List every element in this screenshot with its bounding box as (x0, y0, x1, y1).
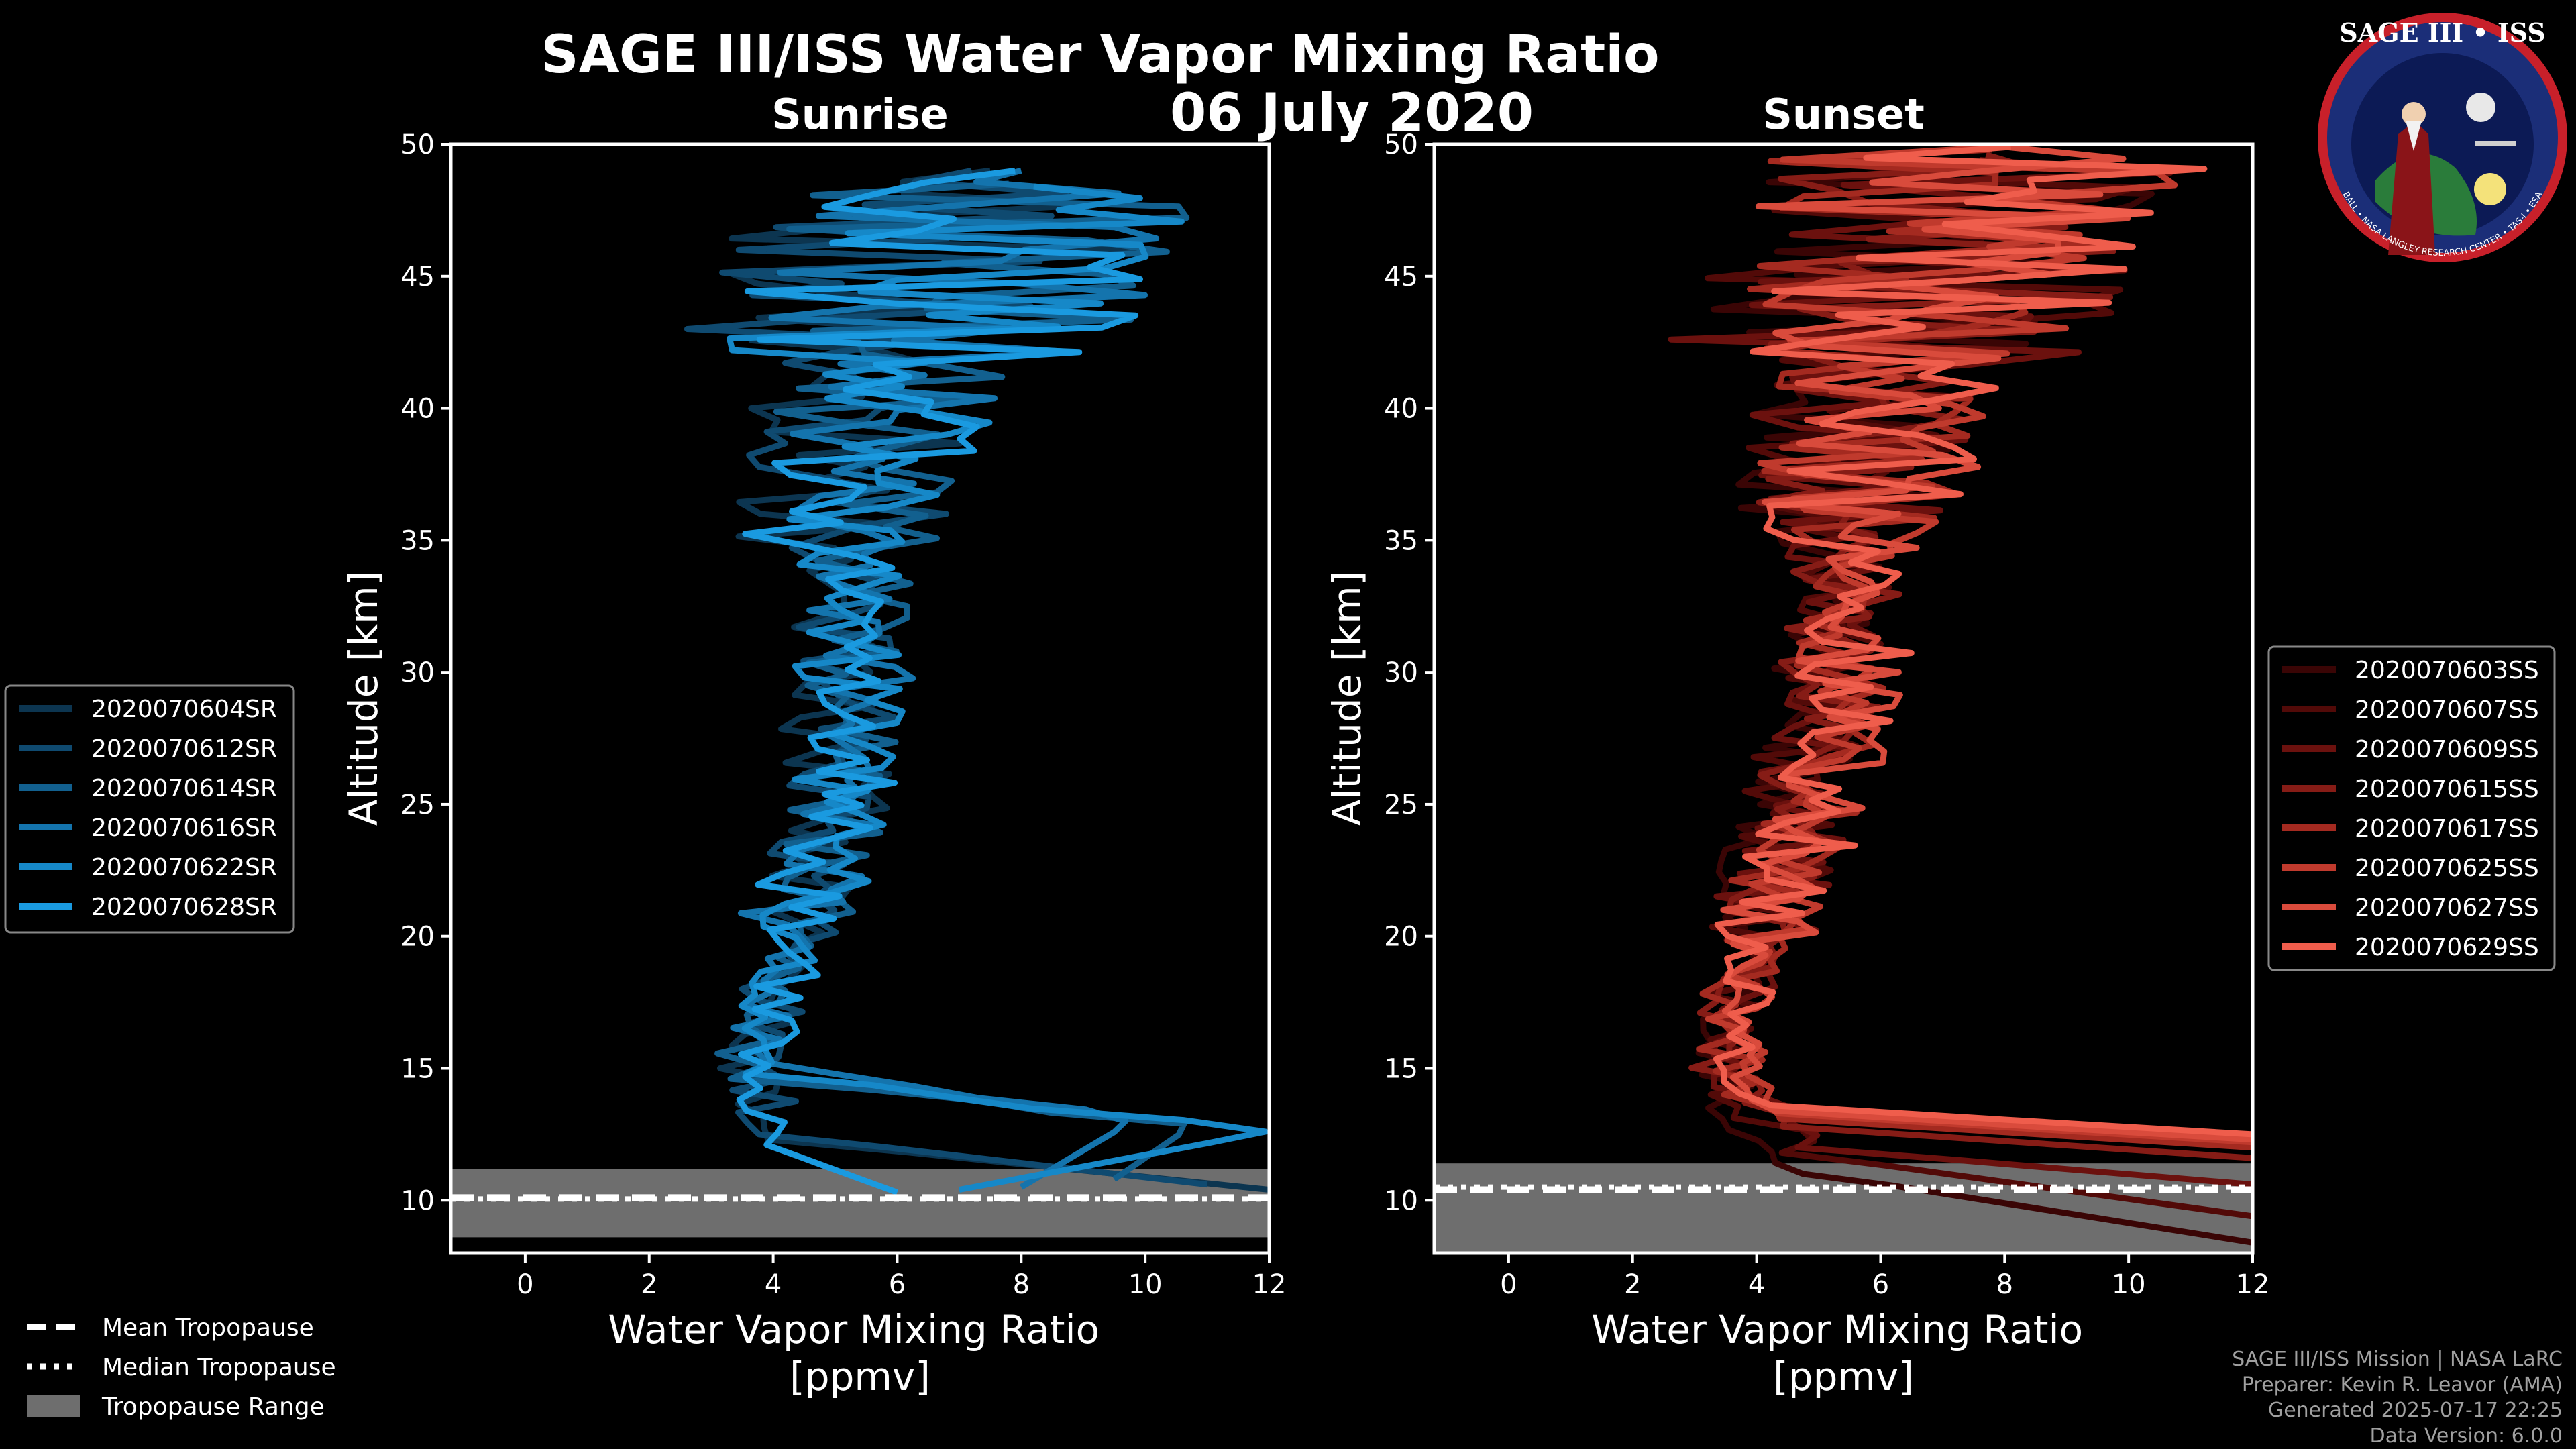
y-tick-label: 40 (1384, 394, 1418, 425)
astronomer-figure-icon (2388, 121, 2435, 255)
sunrise-legend-box (4, 684, 295, 934)
legend-label-2020070603SS: 2020070603SS (2355, 657, 2539, 684)
x-tick-label: 2 (1624, 1269, 1641, 1300)
sunrise-y-axis-label: Altitude [km] (341, 571, 386, 826)
legend-label-2020070614SR: 2020070614SR (91, 775, 277, 802)
y-tick-label: 20 (1384, 922, 1418, 953)
legend-label-2020070628SR: 2020070628SR (91, 894, 277, 921)
sunrise-series-group (684, 167, 1269, 1195)
sunset-plot-area (1434, 144, 2253, 1253)
legend-label-2020070627SS: 2020070627SS (2355, 894, 2539, 922)
x-tick-label: 12 (1252, 1269, 1287, 1300)
footer-credits: SAGE III/ISS Mission | NASA LaRC Prepare… (2232, 1348, 2563, 1448)
y-tick-label: 15 (400, 1054, 435, 1085)
figure-title: SAGE III/ISS Water Vapor Mixing Ratio (541, 25, 1659, 85)
sunset-series-group (1668, 144, 2253, 1246)
sunrise-panel: 0 2 4 6 8 10 12 10 15 20 25 30 35 40 45 50 Water Vapor… (341, 129, 1286, 1399)
sunset-panel: 0 2 4 6 8 10 12 10 15 20 25 30 35 40 45 50 Water Vapor… (1324, 129, 2269, 1399)
x-tick-label: 8 (1996, 1269, 2013, 1300)
sunrise-legend: 2020070604SR 2020070612SR 2020070614SR 2020… (4, 684, 295, 934)
sunrise-x-label-line1: Water Vapor Mixing Ratio (608, 1307, 1099, 1352)
y-tick-label: 40 (400, 394, 435, 425)
y-tick-label: 45 (1384, 262, 1418, 292)
y-tick-label: 10 (1384, 1185, 1418, 1216)
x-tick-label: 12 (2236, 1269, 2270, 1300)
legend-tropopause-range-label: Tropopause Range (101, 1393, 325, 1421)
y-tick-label: 10 (400, 1185, 435, 1216)
sunrise-plot-area (451, 144, 1269, 1253)
y-tick-label: 30 (400, 657, 435, 688)
sunrise-y-ticks: 10 15 20 25 30 35 40 45 50 (400, 129, 451, 1216)
sunrise-plot-frame (449, 142, 1271, 1255)
legend-label-2020070609SS: 2020070609SS (2355, 736, 2539, 763)
logo-title: SAGE III • ISS (2339, 17, 2545, 48)
x-tick-label: 6 (1872, 1269, 1889, 1300)
series-line-2020070629SS (1713, 144, 2253, 1138)
footer-line-4: Data Version: 6.0.0 (2370, 1424, 2563, 1448)
footer-line-1: SAGE III/ISS Mission | NASA LaRC (2232, 1348, 2563, 1371)
x-tick-label: 6 (889, 1269, 906, 1300)
legend-label-2020070607SS: 2020070607SS (2355, 696, 2539, 724)
tropopause-legend: Mean Tropopause Median Tropopause Tropop… (27, 1314, 336, 1421)
sunset-x-axis-label: Water Vapor Mixing Ratio [ppmv] (1591, 1307, 2095, 1399)
legend-label-2020070622SR: 2020070622SR (91, 854, 277, 881)
sage-iii-iss-mission-logo: SAGE III • ISS BALL • NASA LANGLEY RESEA… (2318, 13, 2567, 262)
sunset-plot-frame (1432, 142, 2255, 1255)
legend-label-2020070617SS: 2020070617SS (2355, 815, 2539, 843)
sunrise-x-label-line2: [ppmv] (790, 1354, 930, 1399)
sunset-legend: 2020070603SS 2020070607SS 2020070609SS 2020… (2267, 645, 2556, 971)
footer-line-3: Generated 2025-07-17 22:25 (2268, 1399, 2563, 1422)
sunrise-legend-items: 2020070604SR 2020070612SR 2020070614SR 2020… (19, 696, 277, 921)
legend-label-2020070629SS: 2020070629SS (2355, 934, 2539, 961)
x-tick-label: 0 (517, 1269, 533, 1300)
legend-median-tropopause-label: Median Tropopause (102, 1354, 336, 1381)
legend-tropopause-range-swatch (27, 1395, 80, 1417)
series-line-2020070616SR (730, 168, 1160, 1190)
sun-icon (2474, 173, 2506, 205)
x-tick-label: 10 (2112, 1269, 2146, 1300)
footer-line-2: Preparer: Kevin R. Leavor (AMA) (2242, 1373, 2563, 1397)
y-tick-label: 35 (1384, 525, 1418, 556)
y-tick-label: 25 (400, 790, 435, 820)
sunrise-panel-title: Sunrise (771, 90, 949, 139)
x-tick-label: 8 (1013, 1269, 1030, 1300)
x-tick-label: 10 (1128, 1269, 1163, 1300)
y-tick-label: 50 (1384, 129, 1418, 160)
sunset-x-label-line1: Water Vapor Mixing Ratio (1591, 1307, 2083, 1352)
legend-label-2020070625SS: 2020070625SS (2355, 855, 2539, 882)
legend-mean-tropopause-label: Mean Tropopause (102, 1314, 314, 1342)
sunset-x-ticks: 0 2 4 6 8 10 12 (1500, 1253, 2269, 1300)
sunset-y-axis-label: Altitude [km] (1324, 571, 1370, 826)
sunset-x-label-line2: [ppmv] (1773, 1354, 1914, 1399)
figure-date: 06 July 2020 (1170, 83, 1534, 144)
space-station-icon (2475, 141, 2516, 146)
x-tick-label: 2 (641, 1269, 657, 1300)
moon-icon (2466, 93, 2496, 122)
y-tick-label: 45 (400, 262, 435, 292)
y-tick-label: 15 (1384, 1054, 1418, 1085)
y-tick-label: 20 (400, 922, 435, 953)
legend-label-2020070604SR: 2020070604SR (91, 696, 277, 723)
y-tick-label: 50 (400, 129, 435, 160)
series-line-2020070622SR (727, 183, 1269, 1193)
x-tick-label: 4 (1748, 1269, 1765, 1300)
legend-label-2020070615SS: 2020070615SS (2355, 775, 2539, 803)
legend-label-2020070612SR: 2020070612SR (91, 735, 277, 763)
x-tick-label: 0 (1500, 1269, 1517, 1300)
sunset-legend-box (2267, 645, 2556, 971)
series-line-2020070628SR (736, 167, 1143, 1195)
sunset-y-ticks: 10 15 20 25 30 35 40 45 50 (1384, 129, 1434, 1216)
x-tick-label: 4 (765, 1269, 782, 1300)
sunset-legend-items: 2020070603SS 2020070607SS 2020070609SS 2020… (2282, 657, 2539, 961)
sunset-panel-title: Sunset (1762, 90, 1925, 139)
legend-label-2020070616SR: 2020070616SR (91, 814, 277, 842)
y-tick-label: 35 (400, 525, 435, 556)
sunrise-x-axis-label: Water Vapor Mixing Ratio [ppmv] (608, 1307, 1112, 1399)
y-tick-label: 25 (1384, 790, 1418, 820)
sunrise-x-ticks: 0 2 4 6 8 10 12 (517, 1253, 1286, 1300)
y-tick-label: 30 (1384, 657, 1418, 688)
